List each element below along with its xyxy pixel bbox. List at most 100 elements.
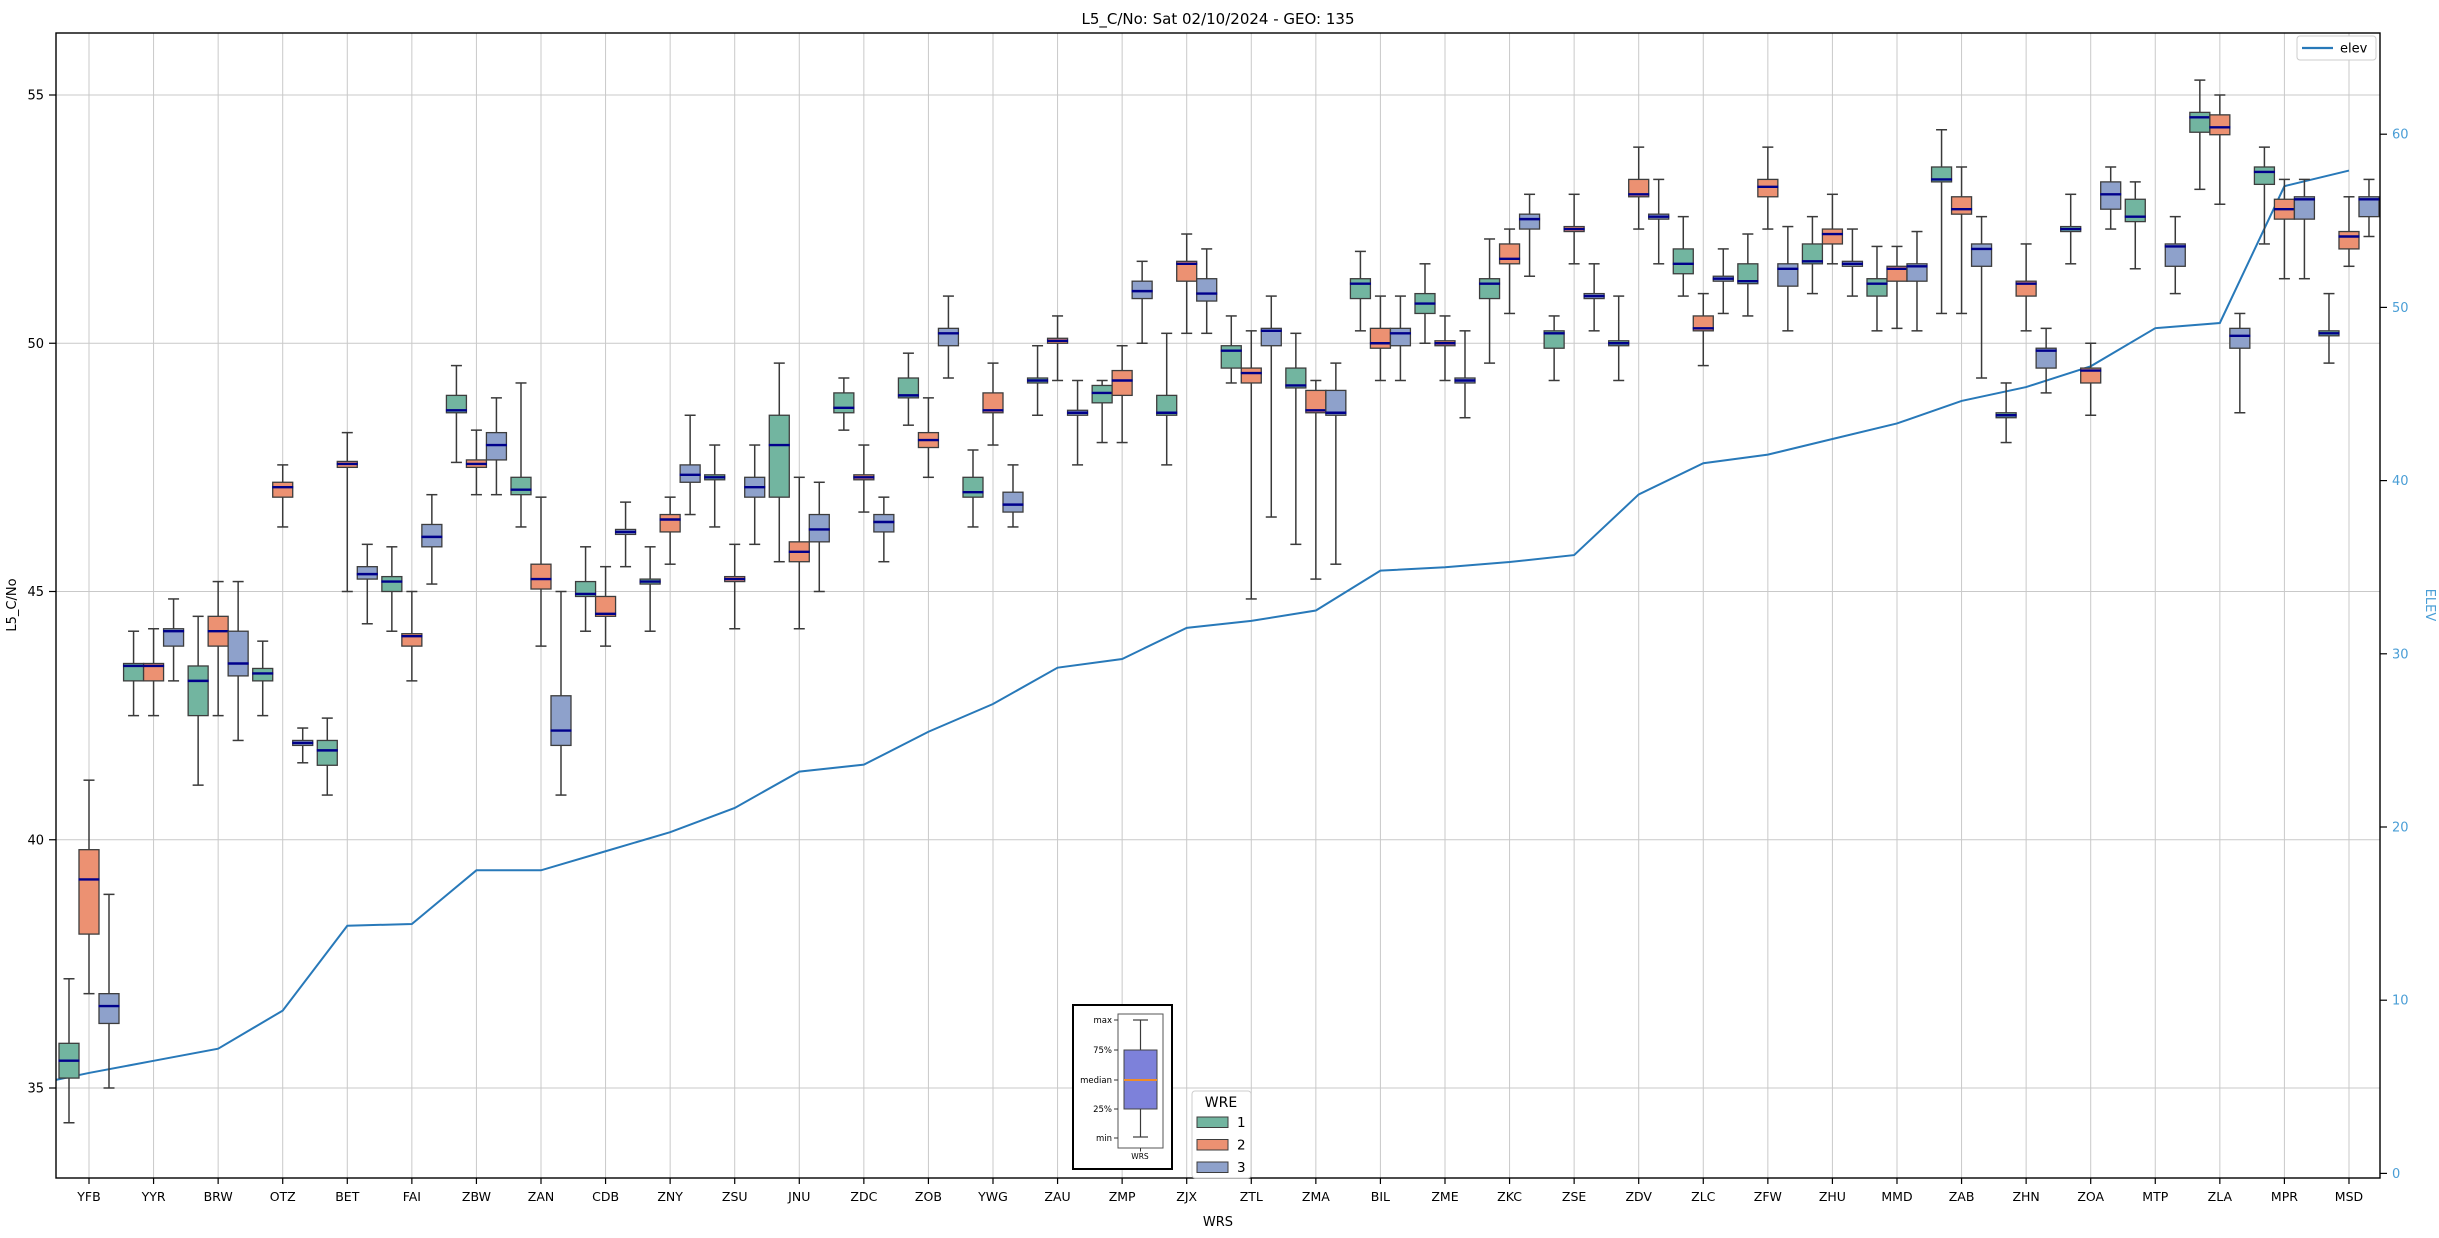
boxplots bbox=[58, 79, 2380, 1124]
elev-legend: elev bbox=[2296, 35, 2377, 61]
box-ZMP-wre2 bbox=[1111, 344, 1133, 444]
plot-border bbox=[55, 32, 2381, 1179]
box-ZAB-wre1 bbox=[1930, 129, 1953, 315]
box-ZMA-wre1 bbox=[1285, 332, 1307, 546]
box-ZFW-wre2 bbox=[1757, 146, 1779, 230]
x-tick-label-MTP: MTP bbox=[2142, 1189, 2168, 1204]
box-ZSE-wre1 bbox=[1543, 315, 1565, 382]
inset-label-min: min bbox=[1096, 1134, 1112, 1144]
box-BIL-wre3 bbox=[1389, 295, 1412, 382]
x-tick-label-ZHN: ZHN bbox=[2012, 1189, 2039, 1204]
box-ZLA-wre2 bbox=[2209, 94, 2231, 205]
iqr-box bbox=[356, 566, 378, 580]
box-BRW-wre1 bbox=[187, 615, 209, 786]
iqr-box bbox=[1628, 178, 1650, 198]
box-MPR-wre3 bbox=[2293, 178, 2316, 280]
box-ZAU-wre1 bbox=[1026, 344, 1049, 416]
iqr-box bbox=[421, 523, 443, 548]
iqr-box bbox=[962, 476, 984, 498]
box-ZOB-wre3 bbox=[937, 295, 960, 379]
box-MPR-wre2 bbox=[2273, 178, 2296, 280]
y-left-tick-label: 55 bbox=[27, 89, 44, 104]
iqr-box bbox=[1111, 369, 1133, 397]
iqr-box bbox=[1821, 228, 1844, 245]
box-MMD-wre3 bbox=[1906, 230, 1928, 332]
box-OTZ-wre3 bbox=[292, 727, 314, 764]
box-ZMA-wre3 bbox=[1325, 362, 1347, 565]
box-ZDV-wre1 bbox=[1608, 295, 1630, 382]
box-ZMA-wre2 bbox=[1305, 379, 1327, 580]
iqr-box bbox=[550, 695, 572, 747]
iqr-box bbox=[1498, 243, 1521, 265]
iqr-box bbox=[162, 628, 185, 647]
iqr-box bbox=[1176, 260, 1198, 282]
y-right-tick-label: 60 bbox=[2392, 128, 2409, 143]
iqr-box bbox=[1930, 166, 1953, 183]
box-ZME-wre3 bbox=[1454, 330, 1476, 419]
x-tick-label-MPR: MPR bbox=[2271, 1189, 2298, 1204]
box-ZKC-wre2 bbox=[1498, 228, 1521, 315]
box-ZLC-wre1 bbox=[1672, 215, 1694, 297]
box-YYR-wre3 bbox=[162, 598, 185, 682]
x-tick-label-ZOA: ZOA bbox=[2077, 1189, 2104, 1204]
box-ZOA-wre3 bbox=[2100, 166, 2122, 230]
box-ZDC-wre2 bbox=[853, 444, 875, 513]
box-ZMP-wre3 bbox=[1131, 260, 1153, 344]
elev-polyline bbox=[55, 169, 2350, 1081]
iqr-box bbox=[252, 667, 274, 682]
inset-label-median: median bbox=[1080, 1076, 1112, 1086]
box-YFB-wre2 bbox=[78, 779, 100, 995]
box-FAI-wre3 bbox=[421, 493, 443, 585]
iqr-box bbox=[1518, 213, 1541, 230]
iqr-box bbox=[2080, 367, 2102, 384]
box-MPR-wre1 bbox=[2253, 146, 2276, 245]
x-axis-label: WRS bbox=[1203, 1215, 1233, 1230]
iqr-box bbox=[2338, 230, 2360, 250]
iqr-box bbox=[1970, 243, 1993, 267]
iqr-box bbox=[873, 513, 895, 533]
box-ZLA-wre1 bbox=[2189, 79, 2211, 191]
box-MMD-wre1 bbox=[1866, 245, 1888, 332]
box-ZOB-wre1 bbox=[897, 352, 920, 426]
x-tick-label-BET: BET bbox=[335, 1189, 359, 1204]
iqr-box bbox=[1757, 178, 1779, 198]
box-ZDC-wre1 bbox=[833, 377, 855, 431]
box-ZKC-wre1 bbox=[1478, 238, 1501, 364]
y-right-tick-label: 10 bbox=[2392, 994, 2409, 1009]
box-ZAN-wre1 bbox=[510, 382, 532, 528]
box-ZOA-wre1 bbox=[2060, 193, 2082, 265]
box-JNU-wre3 bbox=[808, 481, 830, 593]
box-ZHU-wre1 bbox=[1801, 215, 1824, 295]
iqr-box bbox=[937, 327, 960, 347]
box-BRW-wre2 bbox=[207, 580, 229, 717]
x-tick-label-ZMP: ZMP bbox=[1109, 1189, 1136, 1204]
chart-title: L5_C/No: Sat 02/10/2024 - GEO: 135 bbox=[1081, 10, 1354, 29]
x-tick-label-BRW: BRW bbox=[204, 1189, 233, 1204]
iqr-box bbox=[594, 595, 617, 617]
x-tick-label-ZTL: ZTL bbox=[1240, 1189, 1263, 1204]
x-tick-label-BIL: BIL bbox=[1371, 1189, 1390, 1204]
iqr-box bbox=[1389, 327, 1412, 347]
iqr-box bbox=[227, 630, 249, 677]
inset-label-max: max bbox=[1093, 1016, 1112, 1026]
y-axis-label-left: L5_C/No bbox=[5, 578, 20, 631]
box-YYR-wre2 bbox=[142, 627, 165, 717]
box-BRW-wre3 bbox=[227, 580, 249, 742]
box-ZOA-wre2 bbox=[2080, 342, 2102, 416]
box-ZJX-wre2 bbox=[1176, 233, 1198, 335]
iqr-box bbox=[485, 431, 508, 461]
x-tick-label-ZLC: ZLC bbox=[1691, 1189, 1716, 1204]
iqr-box bbox=[1672, 248, 1694, 275]
box-ZHN-wre2 bbox=[2015, 243, 2037, 332]
iqr-box bbox=[2293, 196, 2316, 220]
elev-legend-label: elev bbox=[2340, 42, 2368, 57]
iqr-box bbox=[187, 665, 209, 717]
box-ZAU-wre3 bbox=[1066, 379, 1089, 466]
y-left-tick-label: 40 bbox=[27, 833, 44, 848]
box-ZFW-wre3 bbox=[1777, 225, 1799, 332]
iqr-box bbox=[1543, 330, 1565, 349]
box-ZTL-wre2 bbox=[1240, 330, 1262, 600]
iqr-box bbox=[1801, 243, 1824, 265]
box-ZLC-wre3 bbox=[1712, 248, 1734, 315]
